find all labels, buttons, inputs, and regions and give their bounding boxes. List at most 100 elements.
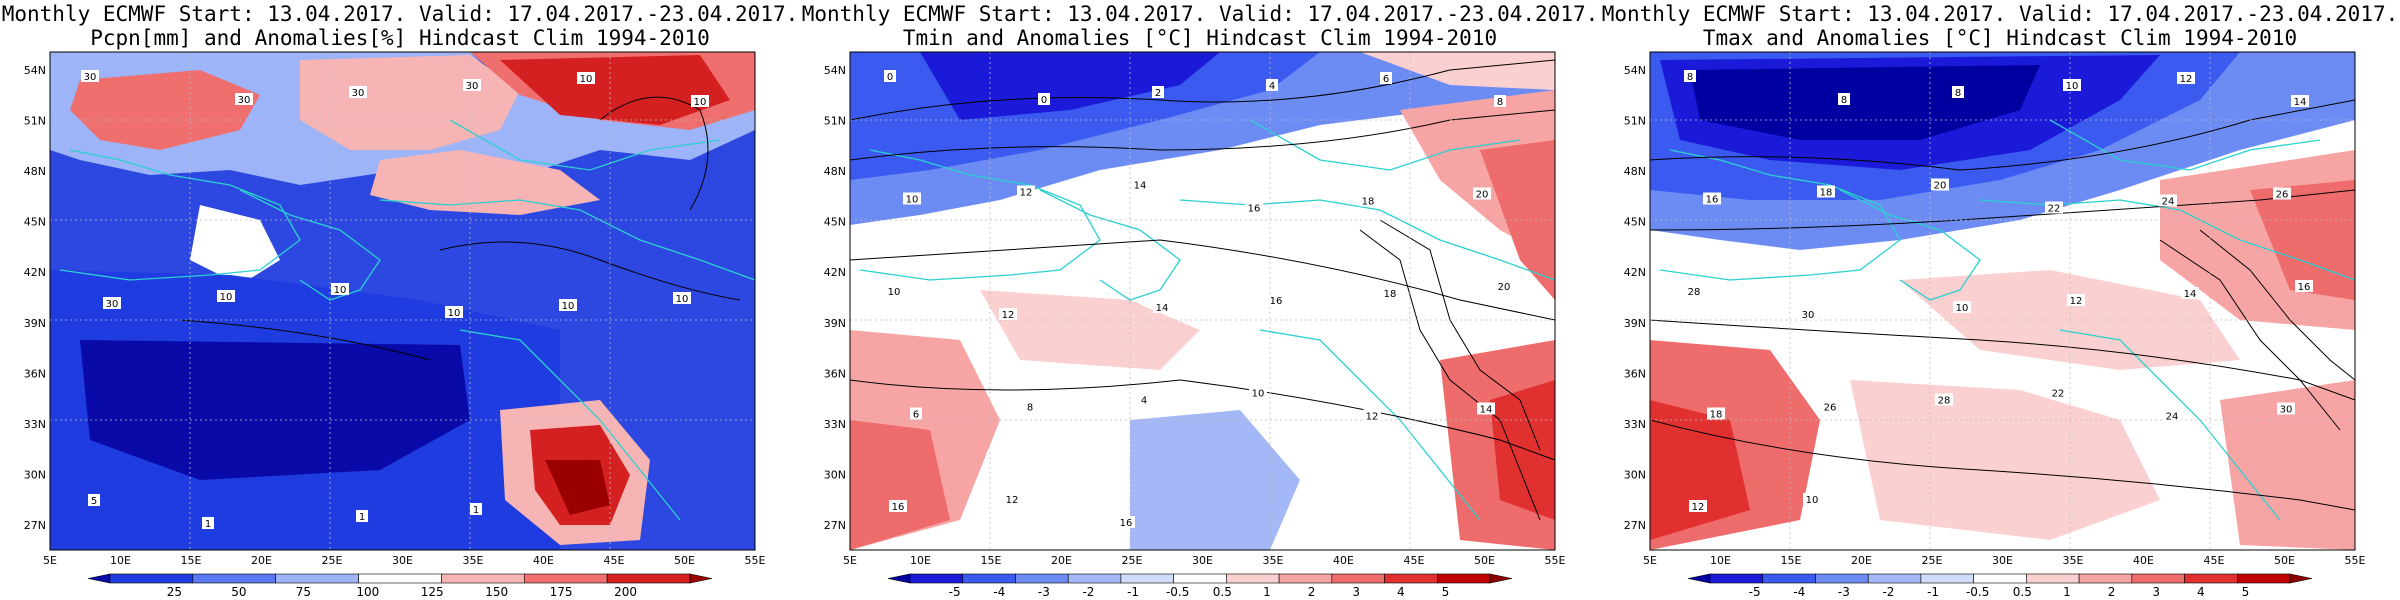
contour-label-box (1152, 86, 1164, 98)
colorbar-segment (909, 573, 964, 584)
map-frame (849, 51, 1556, 551)
contour-label: 26 (2276, 190, 2289, 201)
contour-label: 0 (1041, 95, 1047, 106)
lat-tick-label: 30N (824, 468, 846, 481)
colorbar-tick-label: 100 (356, 585, 379, 599)
colorbar-tick-label: 4 (2197, 585, 2205, 599)
contour-label: 12 (1692, 502, 1705, 513)
colorbar-tick-label: -3 (1838, 585, 1850, 599)
contour-label-box (81, 70, 99, 82)
anomaly-region (190, 205, 280, 285)
anomaly-region (70, 70, 260, 150)
contour-label: 10 (334, 285, 347, 296)
lat-tick-label: 27N (24, 519, 46, 532)
panel-subtitle: Tmin and Anomalies [°C] Hindcast Clim 19… (902, 26, 1498, 50)
colorbar-segment (1278, 573, 1333, 584)
lon-tick-label: 55E (745, 554, 766, 567)
contour-label: 1 (473, 505, 479, 516)
colorbar-segment (1173, 573, 1227, 584)
contour-label-box (1952, 86, 1964, 98)
lon-tick-label: 5E (43, 554, 57, 567)
tmin-panel: 0 0 2 4 6 8 10 12 14 16 18 20 10 12 14 16 18 20 6 8 4 10 12 14 1… (800, 0, 1600, 600)
lat-tick-label: 45N (824, 216, 846, 229)
contour-label-box (202, 517, 214, 529)
contour-label: 30 (352, 88, 365, 99)
lat-tick-label: 45N (1624, 216, 1646, 229)
contour-label-box (884, 70, 896, 82)
lon-tick-label: 20E (1851, 554, 1872, 567)
contour-label-box (2049, 386, 2067, 399)
colorbar-segment (962, 573, 1016, 584)
contour-label-box (1685, 285, 1703, 297)
contour-label-box (349, 86, 367, 98)
contour-label-box (331, 283, 349, 295)
colorbar: 25 50 75 100 125 150 175 200 (87, 573, 713, 599)
colorbar-tick-label: -3 (1038, 585, 1050, 599)
colorbar-segment (2236, 573, 2291, 584)
panel-subtitle: Tmax and Anomalies [°C] Hindcast Clim 19… (1702, 26, 2298, 50)
contour-label: 12 (1366, 412, 1379, 423)
colorbar-tick-label: 50 (231, 585, 246, 599)
colorbar-tick-label: -5 (949, 585, 961, 599)
lon-tick-label: 35E (463, 554, 484, 567)
lon-tick-label: 25E (1122, 554, 1143, 567)
lon-tick-label: 20E (251, 554, 272, 567)
colorbar-segment (275, 573, 359, 584)
contour-label-box (445, 306, 463, 318)
colorbar-tick-label: 25 (167, 585, 182, 599)
contour-label-box (1153, 301, 1171, 313)
contour-label: 30 (466, 81, 479, 92)
coastlines (859, 119, 1556, 521)
colorbar-segment (109, 573, 194, 584)
contour-label: 30 (106, 299, 119, 310)
colorbar-segment (1120, 573, 1174, 584)
contour-label-box (2277, 402, 2295, 415)
contour-label: 30 (1802, 310, 1815, 321)
colorbar-low-arrow (887, 573, 911, 584)
lat-tick-label: 39N (24, 317, 46, 330)
contour-label-box (1380, 72, 1392, 84)
lon-tick-label: 5E (843, 554, 857, 567)
contour-label-box (2163, 409, 2181, 422)
coastlines (59, 119, 756, 521)
contour-label-box (1363, 409, 1381, 422)
colorbar-tick-label: -1 (1127, 585, 1139, 599)
lat-tick-label: 33N (24, 418, 46, 431)
contour-label-box (1707, 407, 1725, 420)
lon-tick-label: 30E (1192, 554, 1213, 567)
colorbar-tick-label: 200 (614, 585, 637, 599)
contour-label-box (88, 494, 100, 506)
colorbar-tick-label: -2 (1882, 585, 1894, 599)
lat-tick-label: 27N (1624, 519, 1646, 532)
lat-tick-label: 54N (824, 64, 846, 77)
contour-label-box (2181, 287, 2199, 299)
lon-tick-label: 50E (674, 554, 695, 567)
lon-tick-label: 25E (1922, 554, 1943, 567)
contour-label: 20 (1934, 181, 1947, 192)
anomaly-region (500, 55, 730, 125)
contour-label-box (889, 500, 907, 512)
lat-tick-label: 39N (824, 317, 846, 330)
contour-label-box (2045, 201, 2063, 214)
contour-label: 10 (694, 97, 707, 108)
map-frame (49, 51, 756, 551)
contour-label: 18 (1362, 197, 1375, 208)
contour-label-box (2067, 294, 2085, 306)
colorbar-tick-label: -1 (1927, 585, 1939, 599)
contour-label-box (1381, 287, 1399, 299)
contour-label: 4 (1141, 396, 1147, 407)
contour-label: 8 (1497, 97, 1503, 108)
contour-label: 18 (1384, 289, 1397, 300)
anomaly-region (370, 150, 600, 215)
contour-label-group: 0 0 2 4 6 8 10 12 14 16 18 20 10 12 14 16 18 20 6 8 4 10 12 14 1… (884, 70, 1513, 529)
anomaly-region (1850, 380, 2160, 540)
contour-label: 4 (1269, 81, 1275, 92)
colorbar-tick-label: 2 (1308, 585, 1316, 599)
colorbar: -5 -4 -3 -2 -1 -0.5 0.5 1 2 3 4 5 (887, 573, 1513, 599)
colorbar-tick-label: 1 (2063, 585, 2071, 599)
colorbar-tick-label: -0.5 (1966, 585, 1989, 599)
lon-axis: 5E 10E 15E 20E 25E 30E 35E 40E 45E 50E 55E (1643, 554, 2365, 567)
colorbar-tick-label: -5 (1749, 585, 1761, 599)
lat-tick-label: 54N (24, 64, 46, 77)
contour-label: 18 (1820, 188, 1833, 199)
